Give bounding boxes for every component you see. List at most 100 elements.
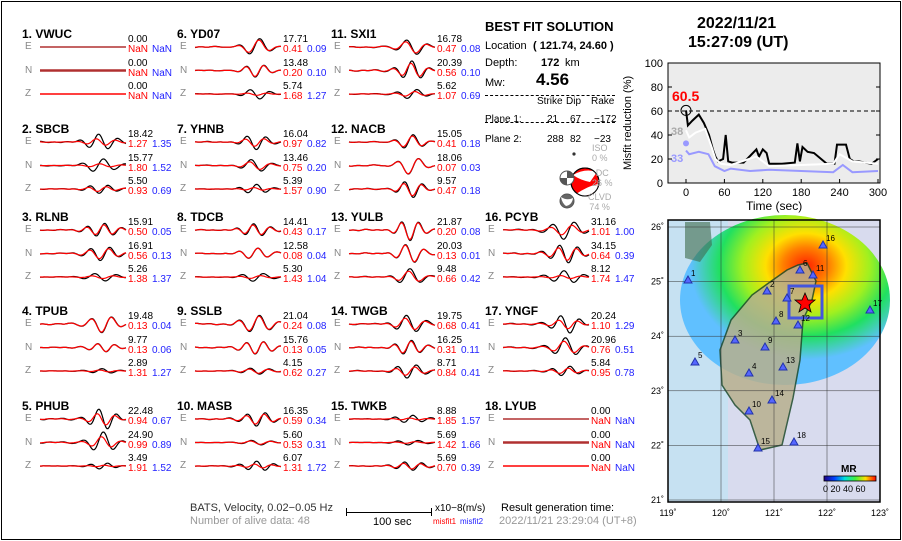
plane-value: −23 xyxy=(594,134,611,145)
synthetic-trace xyxy=(503,224,590,236)
misfit2-value: 0.18 xyxy=(461,139,481,150)
lon-tick-label: 122˚ xyxy=(818,508,836,518)
synthetic-trace xyxy=(194,64,282,78)
amplitude-value: 4.15 xyxy=(283,358,303,369)
misfit1-value: 0.97 xyxy=(283,139,303,150)
plane-value: 82 xyxy=(570,134,582,145)
map-frame xyxy=(667,219,881,503)
x-tick-label: 180 xyxy=(792,187,810,199)
header-dip: Dip xyxy=(566,96,582,107)
misfit1-value: 0.66 xyxy=(437,274,457,285)
iso-label: ISO xyxy=(592,143,608,153)
station-triangle-icon xyxy=(865,304,875,314)
misfit1-value: 0.13 xyxy=(437,250,457,262)
amplitude-value: 5.84 xyxy=(591,358,611,369)
plane-label: Plane 1: xyxy=(485,114,522,125)
misfit1-value: NaN xyxy=(128,44,149,55)
misfit1-value: 0.13 xyxy=(283,344,303,356)
header-strike: Strike xyxy=(537,96,563,107)
amplitude-value: 8.12 xyxy=(591,264,611,275)
component-label: N xyxy=(334,436,342,448)
station-triangle-icon xyxy=(767,394,777,404)
station-number-label: 15 xyxy=(761,437,770,446)
misfit2-value: 0.51 xyxy=(615,344,635,356)
station-triangle-icon xyxy=(753,442,763,452)
station-number-label: 9 xyxy=(768,336,773,345)
amplitude-value: 15.76 xyxy=(283,334,309,346)
amplitude-value: 5.69 xyxy=(437,453,457,464)
synthetic-trace xyxy=(348,62,436,77)
misfit1-value: 0.47 xyxy=(437,186,457,197)
x-tick-label: 120 xyxy=(754,187,772,199)
component-label: N xyxy=(180,247,188,259)
component-label: E xyxy=(488,413,495,424)
misfit1-value: 1.31 xyxy=(128,368,148,379)
gen-time: 2022/11/21 23:29:04 (UT+8) xyxy=(499,515,637,527)
misfit1-value: 0.47 xyxy=(437,44,457,55)
station-triangle-icon xyxy=(771,315,781,325)
misfit2-value: 1.66 xyxy=(461,439,481,451)
station-number-label: 10 xyxy=(752,400,761,409)
misfit2-value: 0.78 xyxy=(615,368,635,379)
amplitude-value: 12.58 xyxy=(283,240,309,252)
amplitude-value: 16.91 xyxy=(128,240,154,252)
clvd-value: 74 % xyxy=(589,202,610,212)
misfit2-value: NaN xyxy=(615,439,636,451)
misfit1-value: 1.91 xyxy=(128,463,148,474)
plane-value: −172 xyxy=(594,114,617,125)
best-point-marker xyxy=(680,104,692,116)
synthetic-trace xyxy=(348,182,436,197)
misfit2-value: 0.41 xyxy=(461,368,481,379)
synthetic-trace xyxy=(349,41,435,54)
misfit2-value: 0.41 xyxy=(461,321,481,332)
y-tick-label: 100 xyxy=(645,58,663,70)
component-label: N xyxy=(334,159,342,171)
misfit2-value: 0.34 xyxy=(307,416,327,427)
misfit2-value: NaN xyxy=(152,44,173,55)
misfit2-value: NaN xyxy=(152,67,173,79)
station-title: 17. YNGF xyxy=(485,304,539,318)
synthetic-trace xyxy=(194,39,282,53)
misfit2-value: 0.67 xyxy=(152,416,172,427)
misfit2-value: 0.82 xyxy=(307,139,327,150)
component-label: N xyxy=(25,159,33,171)
epicenter-star-icon xyxy=(793,291,817,313)
component-label: E xyxy=(25,318,32,329)
amplitude-value: 13.46 xyxy=(283,152,309,164)
station-triangle-icon xyxy=(760,341,770,351)
misfit1-value: 0.95 xyxy=(591,368,611,379)
misfit2-value: 1.27 xyxy=(152,368,172,379)
mw-label: Mw: xyxy=(485,77,506,89)
component-label: E xyxy=(334,136,341,147)
synthetic-trace xyxy=(195,315,282,332)
component-label: Z xyxy=(180,271,187,282)
chart-xlabel: Time (sec) xyxy=(746,199,803,213)
synthetic-trace xyxy=(40,275,127,280)
misfit2-value: 0.08 xyxy=(461,44,481,55)
synthetic-trace xyxy=(40,343,127,353)
component-label: E xyxy=(334,41,341,52)
colorbar-title: MR xyxy=(841,464,857,475)
lat-tick-label: 22˚ xyxy=(651,440,664,450)
synthetic-trace xyxy=(39,413,127,426)
lon-tick-label: 119˚ xyxy=(659,508,676,518)
station-title: 14. TWGB xyxy=(331,304,388,318)
amplitude-value: 24.90 xyxy=(128,429,154,441)
misfit2-value: 0.89 xyxy=(152,439,172,451)
amplitude-value: 2.89 xyxy=(128,358,148,369)
misfit1-value: 0.41 xyxy=(283,44,303,55)
synthetic-trace xyxy=(39,316,127,333)
misfit2-value: 0.03 xyxy=(461,162,481,174)
amplitude-value: 0.00 xyxy=(591,406,611,417)
misfit2-value: 0.11 xyxy=(461,344,480,356)
misfit1-value: 0.43 xyxy=(283,227,303,238)
synthetic-trace xyxy=(40,248,127,260)
synthetic-trace xyxy=(195,413,282,425)
station-triangle-icon xyxy=(789,436,799,446)
alive-count: Number of alive data: 48 xyxy=(190,515,310,527)
amplitude-value: 21.87 xyxy=(437,217,463,228)
component-label: E xyxy=(334,413,341,424)
